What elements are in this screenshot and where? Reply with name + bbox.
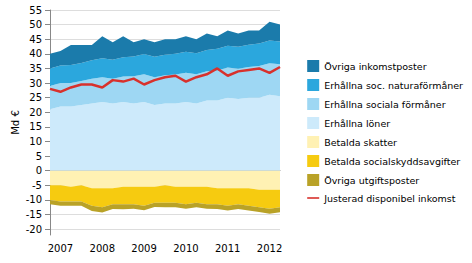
svg-text:30: 30	[29, 78, 42, 89]
svg-text:Erhållna löner: Erhållna löner	[324, 118, 390, 129]
svg-text:2008: 2008	[90, 243, 115, 254]
svg-text:Betalda socialskyddsavgifter: Betalda socialskyddsavgifter	[324, 156, 460, 167]
svg-text:5: 5	[36, 151, 42, 162]
svg-text:45: 45	[29, 34, 42, 45]
svg-text:10: 10	[29, 136, 42, 147]
svg-text:20: 20	[29, 107, 42, 118]
svg-text:35: 35	[29, 63, 42, 74]
svg-text:40: 40	[29, 48, 42, 59]
svg-text:2010: 2010	[173, 243, 198, 254]
svg-text:-5: -5	[32, 180, 42, 191]
svg-text:25: 25	[29, 92, 42, 103]
svg-text:Betalda skatter: Betalda skatter	[324, 137, 397, 148]
svg-text:15: 15	[29, 121, 42, 132]
svg-text:Md €: Md €	[10, 110, 21, 135]
svg-text:0: 0	[36, 165, 42, 176]
svg-text:Justerad disponibel inkomst: Justerad disponibel inkomst	[323, 193, 456, 204]
svg-text:2009: 2009	[131, 243, 156, 254]
svg-text:Övriga inkomstposter: Övriga inkomstposter	[324, 61, 426, 72]
svg-text:Övriga utgiftsposter: Övriga utgiftsposter	[324, 175, 419, 186]
svg-text:2007: 2007	[48, 243, 73, 254]
svg-text:-20: -20	[26, 224, 42, 235]
svg-text:Erhållna sociala förmåner: Erhållna sociala förmåner	[324, 99, 445, 110]
svg-text:50: 50	[29, 19, 42, 30]
svg-text:55: 55	[29, 5, 42, 16]
svg-text:-15: -15	[26, 209, 42, 220]
svg-text:2011: 2011	[215, 243, 240, 254]
svg-text:-10: -10	[26, 194, 42, 205]
svg-text:Erhållna soc. naturaförmåner: Erhållna soc. naturaförmåner	[324, 80, 463, 91]
svg-text:2012: 2012	[257, 243, 282, 254]
